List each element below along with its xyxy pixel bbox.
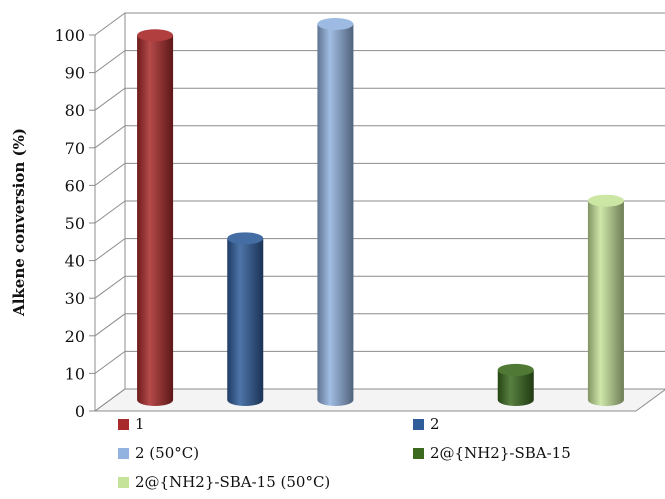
y-tick-label: 40 [65,252,85,271]
bar-top [317,18,353,30]
gridline [95,163,665,185]
y-tick-label: 100 [54,26,85,45]
y-axis-ticks: 0 10 20 30 40 50 60 70 80 90 100 [54,26,85,421]
gridline [95,351,665,373]
bar-top [227,232,263,244]
bar [227,232,263,406]
bar-body [588,201,624,406]
bar-body [137,35,173,406]
legend-swatch [118,448,129,459]
legend: 1 2 2 (50°C) 2@{NH2}-SBA-15 2@{NH2}-SBA-15 (… [118,415,571,491]
bar [317,18,353,406]
gridlines [89,13,665,411]
legend-item: 2 [413,415,440,433]
legend-label: 2 [430,415,440,433]
legend-swatch [118,477,129,488]
y-tick-label: 90 [65,64,85,83]
bar [498,364,534,406]
legend-item: 1 [118,415,145,433]
bar-top [137,29,173,41]
bar-body [227,238,263,406]
gridline [95,126,665,148]
y-tick-label: 10 [65,364,85,383]
legend-item: 2@{NH2}-SBA-15 (50°C) [118,473,330,491]
legend-label: 2@{NH2}-SBA-15 (50°C) [135,473,330,491]
gridline [95,51,665,73]
gridline [95,201,665,223]
legend-swatch [413,448,424,459]
y-tick-label: 60 [65,176,85,195]
y-tick-label: 50 [65,214,85,233]
legend-item: 2@{NH2}-SBA-15 [413,444,571,462]
bar [588,195,624,406]
legend-label: 2@{NH2}-SBA-15 [430,444,571,462]
bars [137,18,624,406]
y-tick-label: 0 [75,402,85,421]
gridline [95,88,665,110]
y-tick-label: 80 [65,101,85,120]
gridline [95,239,665,261]
y-tick-label: 20 [65,327,85,346]
bar-body [317,24,353,406]
gridline [95,314,665,336]
bar-top [588,195,624,207]
gridline [95,13,665,35]
y-tick-label: 30 [65,289,85,308]
legend-swatch [413,419,424,430]
y-axis-title: Alkene conversion (%) [10,128,28,317]
bar [137,29,173,406]
bar-top [498,364,534,376]
y-tick-label: 70 [65,139,85,158]
legend-label: 2 (50°C) [135,444,199,462]
floor [95,389,665,411]
legend-swatch [118,419,129,430]
gridline [95,276,665,298]
legend-item: 2 (50°C) [118,444,199,462]
legend-label: 1 [135,415,145,433]
